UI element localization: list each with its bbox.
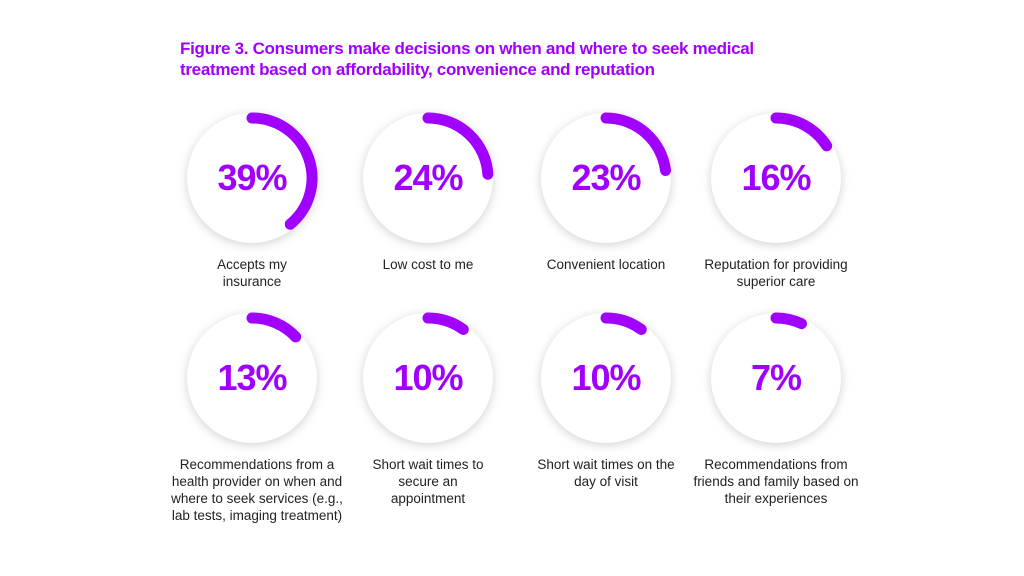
progress-ring-svg — [770, 312, 808, 330]
progress-ring: 10% — [536, 308, 676, 448]
progress-arc — [246, 112, 318, 230]
progress-ring-svg — [600, 112, 672, 176]
progress-ring: 23% — [536, 108, 676, 248]
progress-arc — [770, 112, 833, 152]
value-label: 39% — [217, 157, 287, 198]
item-label: Recommendations from friends and family … — [693, 457, 859, 506]
item-label: Low cost to me — [382, 257, 474, 272]
progress-ring: 24% — [358, 108, 498, 248]
progress-ring: 39% — [182, 108, 322, 248]
progress-ring-svg — [600, 312, 647, 335]
item-label: Reputation for providing superior care — [704, 257, 848, 289]
value-label: 24% — [393, 157, 463, 198]
chart-title: Figure 3. Consumers make decisions on wh… — [180, 39, 754, 79]
value-label: 23% — [571, 157, 641, 198]
progress-ring-svg — [422, 112, 494, 180]
progress-item: 7% Recommendations from friends and fami… — [686, 308, 866, 507]
item-label: Accepts my insurance — [217, 257, 287, 289]
progress-ring-svg — [246, 312, 302, 343]
progress-ring-svg — [770, 112, 833, 152]
progress-item: 10% Short wait times to secure an appoin… — [338, 308, 518, 507]
value-label: 13% — [217, 357, 287, 398]
progress-arc — [422, 312, 469, 335]
item-label: Recommendations from a health provider o… — [171, 457, 343, 523]
ring-disc — [711, 313, 841, 443]
item-label: Short wait times to secure an appointmen… — [372, 457, 484, 506]
progress-ring-svg — [422, 312, 469, 335]
ring-disc — [541, 313, 671, 443]
progress-arc — [600, 312, 647, 335]
progress-item: 39% Accepts my insurance — [162, 108, 342, 290]
ring-disc — [363, 313, 493, 443]
progress-arc — [600, 112, 672, 176]
progress-item: 16% Reputation for providing superior ca… — [686, 108, 866, 290]
item-label: Short wait times on the day of visit — [537, 457, 675, 489]
progress-item: 10% Short wait times on the day of visit — [516, 308, 696, 490]
progress-ring: 16% — [706, 108, 846, 248]
value-label: 10% — [393, 357, 463, 398]
item-label: Convenient location — [546, 257, 666, 272]
progress-item: 24% Low cost to me — [338, 108, 518, 273]
progress-arc — [770, 312, 808, 330]
progress-ring-svg — [246, 112, 318, 230]
value-label: 10% — [571, 357, 641, 398]
progress-ring: 7% — [706, 308, 846, 448]
progress-ring: 10% — [358, 308, 498, 448]
progress-arc — [246, 312, 302, 343]
value-label: 16% — [741, 157, 811, 198]
progress-ring: 13% — [182, 308, 322, 448]
progress-item: 23% Convenient location — [516, 108, 696, 273]
progress-arc — [422, 112, 494, 180]
progress-item: 13% Recommendations from a health provid… — [162, 308, 343, 524]
value-label: 7% — [750, 357, 802, 398]
